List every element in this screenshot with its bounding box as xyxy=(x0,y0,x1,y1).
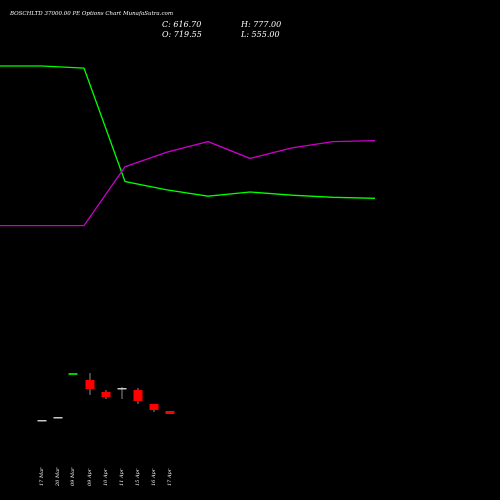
x-tick-label: 11 Apr xyxy=(119,468,125,486)
chart-title: BOSCHLTD 37000.00 PE Options Chart Munaf… xyxy=(10,11,174,17)
line-series-layer xyxy=(0,65,376,227)
candle xyxy=(117,387,127,399)
candle-body xyxy=(37,420,47,422)
x-tick-label: 09 Mar xyxy=(70,467,76,486)
candle-body xyxy=(68,373,78,375)
x-tick-label: 09 Apr xyxy=(87,468,93,486)
candle xyxy=(149,404,159,412)
x-tick-label: 16 Apr xyxy=(151,468,157,486)
candle xyxy=(53,417,63,419)
candle-body xyxy=(117,388,127,390)
line-series-purple xyxy=(0,139,376,227)
candles-layer xyxy=(37,373,175,422)
x-tick-label: 10 Apr xyxy=(103,468,109,486)
candle-body xyxy=(101,392,111,397)
line-series-green xyxy=(0,65,376,199)
close-value: C: 616.70 xyxy=(162,20,202,29)
x-tick-label: 17 Mar xyxy=(39,467,45,486)
candle xyxy=(101,390,111,399)
high-value: H: 777.00 xyxy=(241,20,282,29)
candle-body xyxy=(53,417,63,419)
candle-body xyxy=(85,380,95,389)
candle xyxy=(165,411,175,414)
x-tick-label: 20 Mar xyxy=(55,467,61,486)
candle-body xyxy=(133,390,143,401)
candle-body xyxy=(165,411,175,414)
open-value: O: 719.55 xyxy=(162,30,202,39)
candle xyxy=(85,373,95,395)
candle xyxy=(68,373,78,375)
candle xyxy=(133,388,143,404)
candle-body xyxy=(149,404,159,410)
x-tick-label: 15 Apr xyxy=(135,468,141,486)
low-value: L: 555.00 xyxy=(241,30,280,39)
x-tick-label: 17 Apr xyxy=(167,468,173,486)
candle xyxy=(37,420,47,422)
